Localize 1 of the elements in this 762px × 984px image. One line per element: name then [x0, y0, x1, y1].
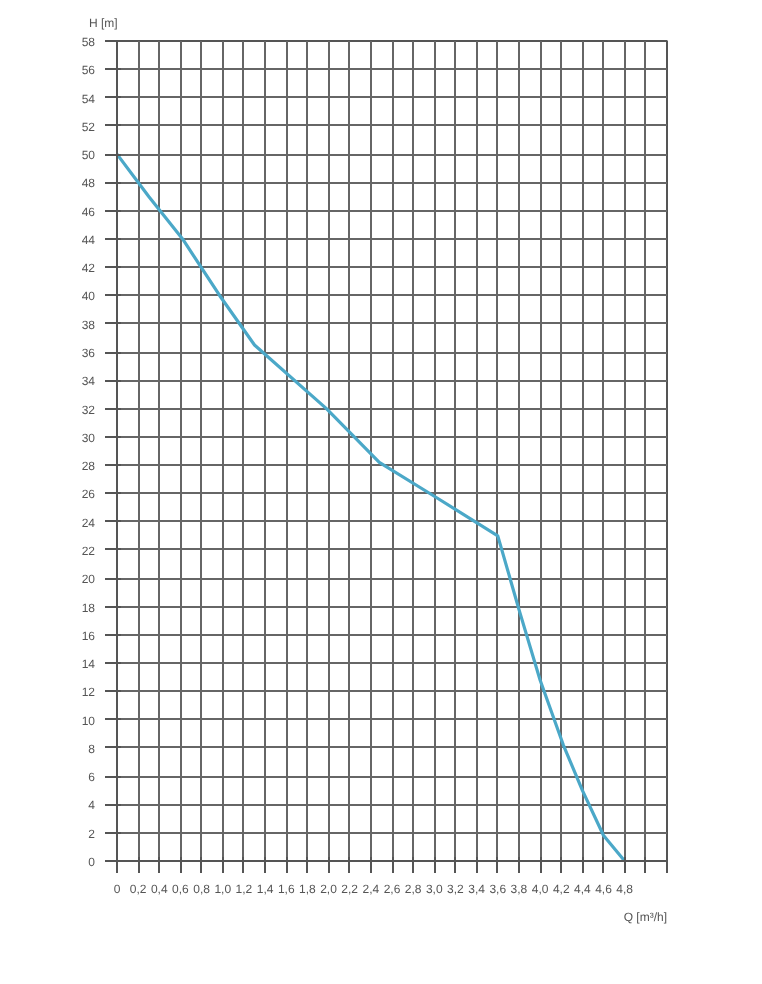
- line-series: [117, 152, 627, 861]
